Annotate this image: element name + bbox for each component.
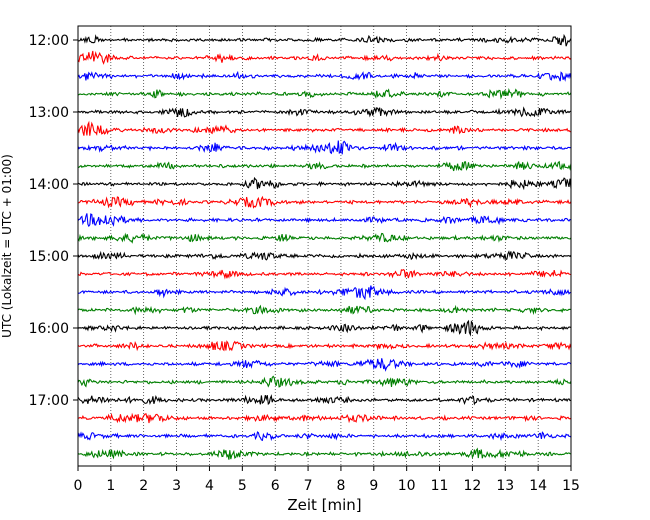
seismic-trace xyxy=(77,160,572,172)
x-tick-label: 13 xyxy=(496,478,514,494)
seismic-trace xyxy=(77,340,572,352)
seismic-trace xyxy=(77,250,572,261)
x-grid-lines xyxy=(110,26,539,466)
seismic-trace xyxy=(77,319,572,337)
seismic-trace xyxy=(77,394,572,406)
seismic-trace xyxy=(77,304,572,316)
x-tick-label: 3 xyxy=(172,478,181,494)
seismic-trace xyxy=(77,50,572,65)
seismic-trace xyxy=(77,70,572,82)
seismic-trace xyxy=(77,195,572,209)
y-tick-label: 13:00 xyxy=(29,105,69,121)
x-tick-label: 0 xyxy=(74,478,83,494)
seismic-trace xyxy=(77,412,572,424)
seismic-trace xyxy=(77,375,572,388)
x-tick-label: 5 xyxy=(238,478,247,494)
seismic-trace xyxy=(77,431,572,442)
y-axis: 12:00 13:00 14:00 15:00 16:00 17:00 xyxy=(29,33,78,409)
x-tick-label: 7 xyxy=(304,478,313,494)
y-tick-label: 12:00 xyxy=(29,33,69,49)
y-tick-label: 17:00 xyxy=(29,393,69,409)
seismic-trace xyxy=(77,106,572,118)
seismic-trace xyxy=(77,232,572,244)
y-tick-label: 16:00 xyxy=(29,321,69,337)
x-tick-label: 6 xyxy=(271,478,280,494)
x-tick-label: 15 xyxy=(562,478,580,494)
plot-frame xyxy=(77,25,572,467)
x-tick-label: 9 xyxy=(369,478,378,494)
x-tick-label: 1 xyxy=(106,478,115,494)
seismic-trace xyxy=(77,285,572,301)
x-tick-label: 11 xyxy=(431,478,449,494)
x-axis: 0 1 2 3 4 5 6 7 8 9 10 11 12 13 14 15 xyxy=(74,466,580,494)
seismic-trace xyxy=(77,358,572,372)
seismic-trace xyxy=(77,33,572,47)
seismic-trace xyxy=(77,176,572,191)
x-tick-label: 12 xyxy=(463,478,481,494)
seismic-trace xyxy=(77,447,572,460)
seismic-trace xyxy=(77,269,572,280)
x-tick-label: 8 xyxy=(336,478,345,494)
x-tick-label: 14 xyxy=(529,478,547,494)
y-tick-label: 15:00 xyxy=(29,249,69,265)
x-tick-label: 2 xyxy=(139,478,148,494)
seismic-trace xyxy=(77,213,572,228)
x-tick-label: 10 xyxy=(398,478,416,494)
y-tick-label: 14:00 xyxy=(29,177,69,193)
seismic-trace xyxy=(77,140,572,155)
y-axis-label: UTC (Lokalzeit = UTC + 01:00) xyxy=(0,154,14,338)
seismic-traces xyxy=(77,33,572,460)
seismic-trace xyxy=(77,87,572,100)
x-axis-label: Zeit [min] xyxy=(287,496,361,514)
x-tick-label: 4 xyxy=(205,478,214,494)
seismic-trace xyxy=(77,120,572,136)
